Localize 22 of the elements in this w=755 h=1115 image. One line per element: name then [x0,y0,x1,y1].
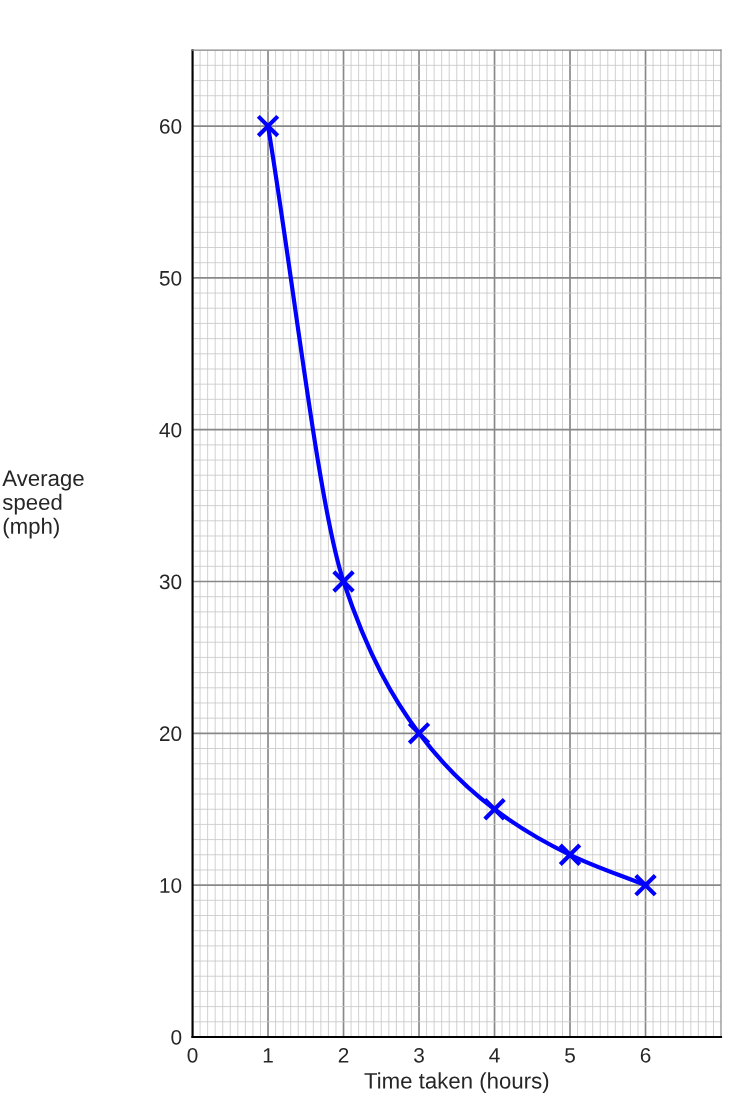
x-tick-label: 2 [338,1047,349,1063]
y-tick-label: 50 [159,270,182,286]
point [633,873,658,897]
point [331,569,356,594]
point [482,797,507,822]
x-tick-label: 1 [263,1048,273,1063]
y-tick-label: 10 [160,878,182,893]
x-tick-label: 4 [489,1048,500,1063]
y-tick-label: 30 [159,574,182,590]
y-tick-label: 20 [159,726,182,742]
y-axis-title: Average speed (mph) [2,470,84,539]
point [256,114,280,138]
y-tick-label: 60 [160,119,182,134]
y-tick-label: 40 [159,422,182,438]
x-axis-title: Time taken (hours) [364,1072,549,1094]
x-tick-label: 0 [187,1047,198,1063]
x-tick-label: 6 [640,1047,651,1063]
point [407,721,431,746]
point [558,842,582,867]
x-tick-label: 3 [414,1047,424,1063]
y-tick-label: 0 [171,1029,182,1045]
x-tick-label: 5 [565,1048,575,1063]
